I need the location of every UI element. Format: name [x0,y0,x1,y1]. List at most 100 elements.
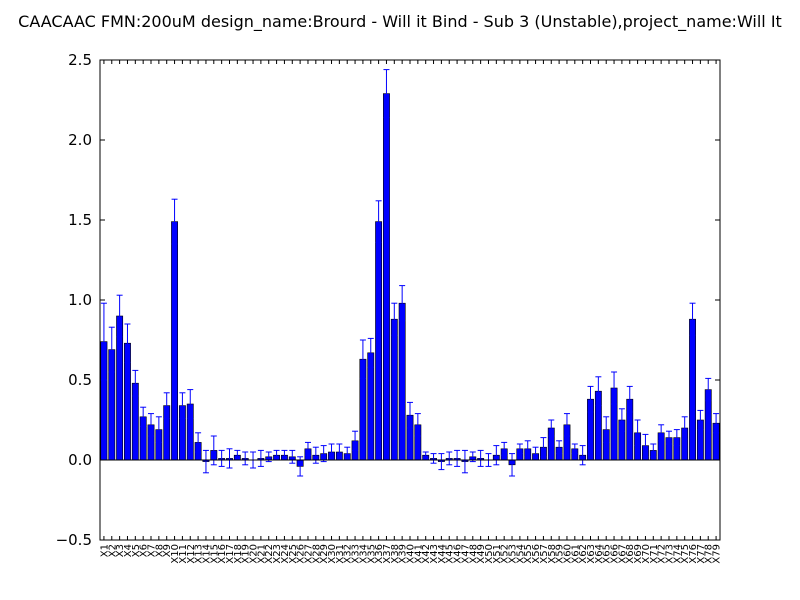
x-tick-label: X78 [704,544,715,564]
x-tick-label: X59 [555,544,566,564]
error-bar [391,302,398,336]
x-tick-label: X17 [225,544,236,564]
error-bar [195,432,202,453]
x-tick-label: X58 [547,544,558,564]
error-bar [548,419,555,437]
x-tick-label: X5 [131,544,142,557]
x-tick-label: X77 [696,544,707,564]
x-tick-label: X19 [241,544,252,564]
error-bar [509,453,516,477]
error-bar [618,408,625,432]
bar [116,315,124,461]
error-bar [242,451,249,466]
error-bar [179,392,186,419]
x-tick-label: X64 [594,544,605,564]
error-bar [665,430,672,445]
x-tick-label: X29 [319,544,330,564]
x-tick-label: X69 [633,544,644,564]
x-tick-label: X31 [335,544,346,564]
bar [375,221,383,461]
error-bar [673,429,680,447]
x-tick-label: X68 [625,544,636,564]
y-tick-label: 2.5 [68,51,92,69]
x-tick-label: X63 [586,544,597,564]
y-tick-label: 1.5 [68,211,92,229]
x-tick-label: X55 [523,544,534,564]
x-tick-label: X61 [570,544,581,564]
error-bar [642,433,649,458]
x-tick-label: X46 [453,544,464,564]
error-bar [579,445,586,466]
error-bar [595,376,602,407]
y-tick-label: 0.0 [68,451,92,469]
error-bar [713,413,720,434]
error-bar [626,385,633,413]
x-tick-label: X11 [178,544,189,564]
error-bar [218,449,225,467]
x-tick-label: X62 [578,544,589,564]
error-bar [304,441,311,456]
x-tick-label: X39 [398,544,409,564]
x-tick-label: X52 [500,544,511,564]
x-tick-label: X48 [468,544,479,564]
x-tick-label: X3 [115,544,126,557]
x-tick-label: X18 [233,544,244,564]
x-tick-label: X54 [515,544,526,564]
error-bar [155,416,162,443]
error-bar [422,451,429,459]
x-tick-label: X40 [406,544,417,564]
error-bar [587,385,594,413]
error-bar [689,302,696,336]
error-bar [634,419,641,447]
error-bar [100,302,107,381]
x-tick-label: X27 [303,544,314,564]
x-tick-label: X49 [476,544,487,564]
error-bar [359,339,366,379]
error-bar [477,449,484,467]
x-tick-label: X16 [217,544,228,564]
x-tick-label: X75 [680,544,691,564]
error-bar [461,449,468,474]
x-tick-label: X41 [413,544,424,564]
error-bar [697,409,704,431]
x-tick-label: X38 [390,544,401,564]
error-bar [289,449,296,464]
error-bar [446,451,453,466]
x-tick-label: X26 [296,544,307,564]
error-bar [611,371,618,405]
error-bar [320,445,327,463]
x-tick-label: X56 [531,544,542,564]
x-tick-label: X65 [602,544,613,564]
x-tick-label: X53 [508,544,519,564]
x-tick-label: X57 [539,544,550,564]
x-tick-label: X79 [712,544,723,564]
error-bar [563,413,570,437]
error-bar [383,69,390,119]
x-tick-label: X73 [664,544,675,564]
x-tick-label: X42 [421,544,432,564]
error-bar [454,449,461,467]
error-bar [132,369,139,397]
error-bar [140,406,147,427]
x-tick-label: X51 [492,544,503,564]
error-bar [438,453,445,471]
x-tick-label: X2 [107,544,118,557]
x-tick-label: X74 [672,544,683,564]
error-bar [603,416,610,443]
x-tick-label: X71 [649,544,660,564]
x-tick-label: X60 [562,544,573,564]
x-tick-label: X72 [657,544,668,564]
error-bar [407,401,413,429]
error-bar [705,377,712,402]
x-tick-label: X28 [311,544,322,564]
error-bar [556,440,563,455]
error-bar [650,443,657,458]
x-tick-label: X7 [147,544,158,557]
x-tick-label: X13 [194,544,205,564]
error-bar [430,453,437,464]
x-tick-label: X70 [641,544,652,564]
x-tick-label: X22 [264,544,275,564]
x-tick-label: X21 [256,544,267,564]
error-bar [202,449,209,474]
